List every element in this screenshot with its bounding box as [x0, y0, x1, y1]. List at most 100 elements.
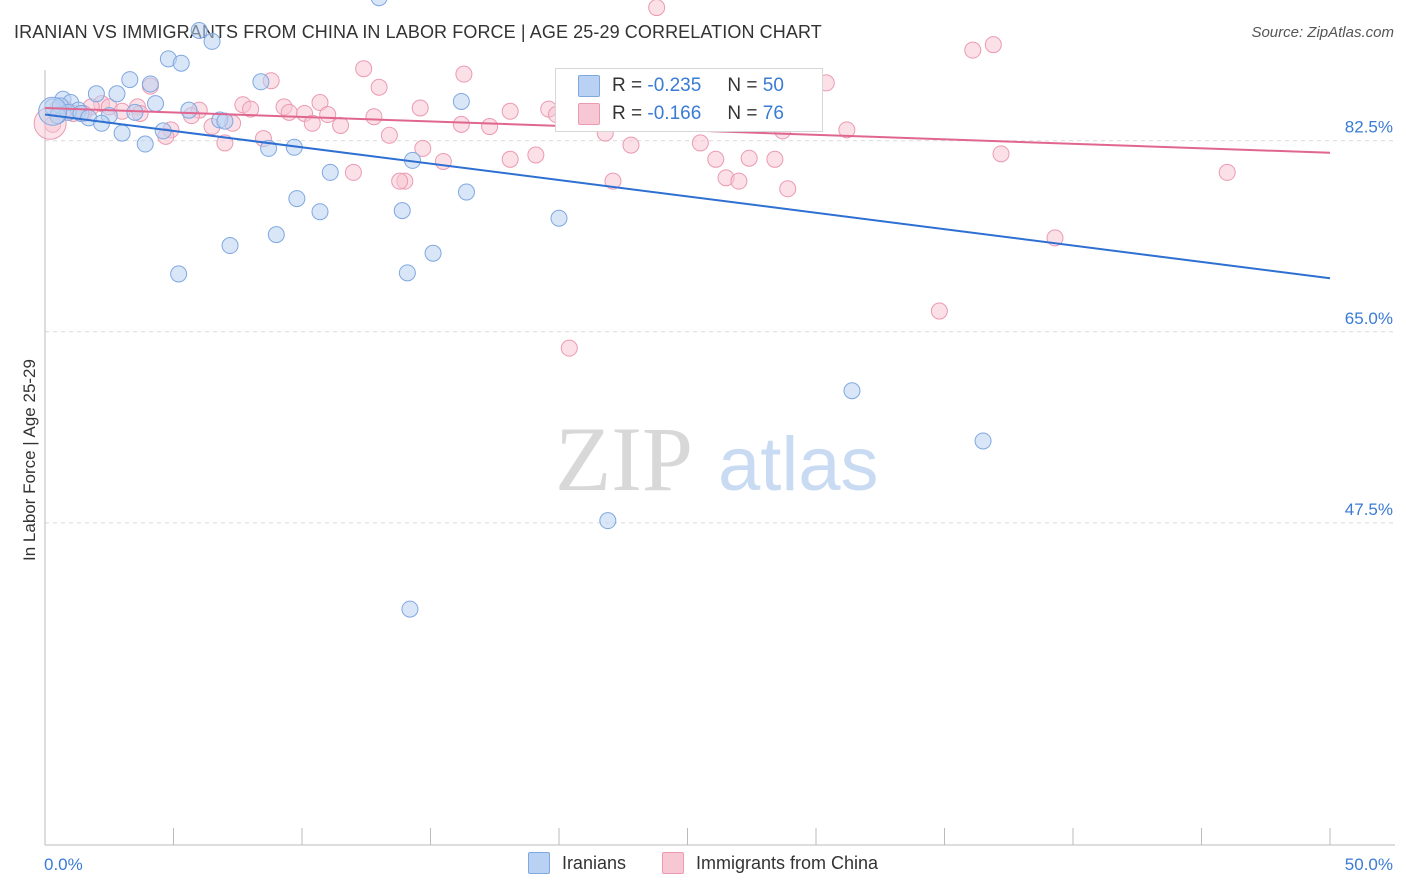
axes [44, 70, 1395, 846]
data-point-iranian [288, 190, 306, 208]
legend-swatch-pink [578, 103, 600, 125]
data-point-china [730, 172, 748, 190]
data-point-iranian [398, 264, 416, 282]
legend-r-value-china: -0.166 [647, 103, 702, 124]
data-point-china [622, 136, 640, 154]
legend-n-value-china: 76 [762, 103, 784, 124]
data-point-iranian [203, 32, 221, 50]
trend-lines [44, 106, 1331, 280]
data-point-china [455, 65, 473, 83]
legend-row-iranians: R = -0.235 N = 50 [578, 74, 784, 98]
data-point-china [332, 116, 350, 134]
data-point-china [779, 180, 797, 198]
legend-label-iranians: Iranians [561, 852, 626, 873]
source-label: Source: ZipAtlas.com [1251, 24, 1394, 41]
data-point-china [501, 102, 519, 120]
data-point-china [319, 106, 337, 124]
data-point-china [604, 172, 622, 190]
data-point-iranian [311, 203, 329, 221]
data-point-china [691, 134, 709, 152]
data-point-china [303, 114, 321, 132]
data-point-china [501, 150, 519, 168]
data-point-iranian [401, 600, 419, 618]
data-point-iranian [126, 103, 144, 121]
data-point-iranian [141, 75, 159, 93]
data-point-iranian [550, 209, 568, 227]
series-iranians [38, 0, 992, 618]
data-point-iranian [170, 265, 188, 283]
data-point-china [242, 100, 260, 118]
data-point-iranian [172, 54, 190, 72]
data-point-iranian [190, 21, 208, 39]
legend-n-value-iranians: 50 [762, 75, 784, 96]
data-point-china [370, 78, 388, 96]
data-point-iranian [113, 124, 131, 142]
watermark: ZIP atlas [555, 408, 879, 510]
data-point-iranian [87, 85, 105, 103]
data-point-china [414, 139, 432, 157]
y-tick-label: 65.0% [1345, 309, 1393, 328]
data-point-china [984, 36, 1002, 54]
data-point-china [280, 103, 298, 121]
data-point-china [481, 118, 499, 136]
trend-line-iranians [44, 113, 1331, 280]
data-point-iranian [424, 244, 442, 262]
data-point-china [838, 121, 856, 139]
data-point-china [365, 108, 383, 126]
series-immigrants-from-china [33, 0, 1236, 357]
data-point-china [1218, 163, 1236, 181]
legend-row-china: R = -0.166 N = 76 [578, 102, 784, 126]
data-point-iranian [216, 112, 234, 130]
data-point-iranian [843, 382, 861, 400]
data-point-china [560, 339, 578, 357]
legend-n-label: N = [727, 103, 758, 124]
data-point-iranian [974, 432, 992, 450]
data-point-iranian [267, 226, 285, 244]
x-tick-label: 50.0% [1345, 855, 1393, 874]
data-point-iranian [370, 0, 388, 7]
legend-r-value-iranians: -0.235 [647, 75, 702, 96]
bottom-legend: Iranians Immigrants from China [0, 852, 1406, 874]
legend-swatch-china [661, 852, 684, 874]
tick-labels: 47.5%65.0%82.5%100.0%0.0%50.0% [44, 118, 1393, 874]
data-point-iranian [321, 163, 339, 181]
legend-item-iranians[interactable]: Iranians [527, 852, 626, 874]
data-point-iranian [221, 237, 239, 255]
data-point-iranian [108, 85, 126, 103]
legend-r-label: R = [612, 75, 643, 96]
data-point-iranian [252, 73, 270, 91]
cluster-point-iranian [38, 96, 68, 126]
data-point-china [391, 172, 409, 190]
legend-label-china: Immigrants from China [695, 852, 879, 873]
legend-swatch-iranians [527, 852, 550, 874]
legend-r-label: R = [612, 103, 643, 124]
data-point-china [344, 163, 362, 181]
legend-swatch-blue [578, 75, 600, 97]
data-point-iranian [599, 512, 617, 530]
data-point-iranian [121, 71, 139, 89]
data-point-iranian [393, 202, 411, 220]
data-point-iranian [136, 135, 154, 153]
data-point-china [452, 115, 470, 133]
data-point-china [355, 60, 373, 78]
correlation-legend: R = -0.235 N = 50 R = -0.166 N = 76 [555, 68, 823, 132]
data-point-iranian [457, 183, 475, 201]
x-tick-label: 0.0% [44, 855, 83, 874]
data-point-china [411, 99, 429, 117]
y-tick-label: 47.5% [1345, 500, 1393, 519]
data-point-china [740, 149, 758, 167]
data-point-china [311, 94, 329, 112]
data-point-china [380, 126, 398, 144]
y-tick-label: 82.5% [1345, 118, 1393, 137]
watermark-zip: ZIP [555, 408, 693, 510]
data-point-china [648, 0, 666, 17]
data-point-iranian [147, 95, 165, 113]
data-point-china [766, 150, 784, 168]
data-point-china [434, 152, 452, 170]
legend-item-china[interactable]: Immigrants from China [661, 852, 879, 874]
data-point-china [992, 145, 1010, 163]
data-point-iranian [452, 92, 470, 110]
data-point-china [527, 146, 545, 164]
data-point-iranian [180, 101, 198, 119]
data-point-china [707, 150, 725, 168]
